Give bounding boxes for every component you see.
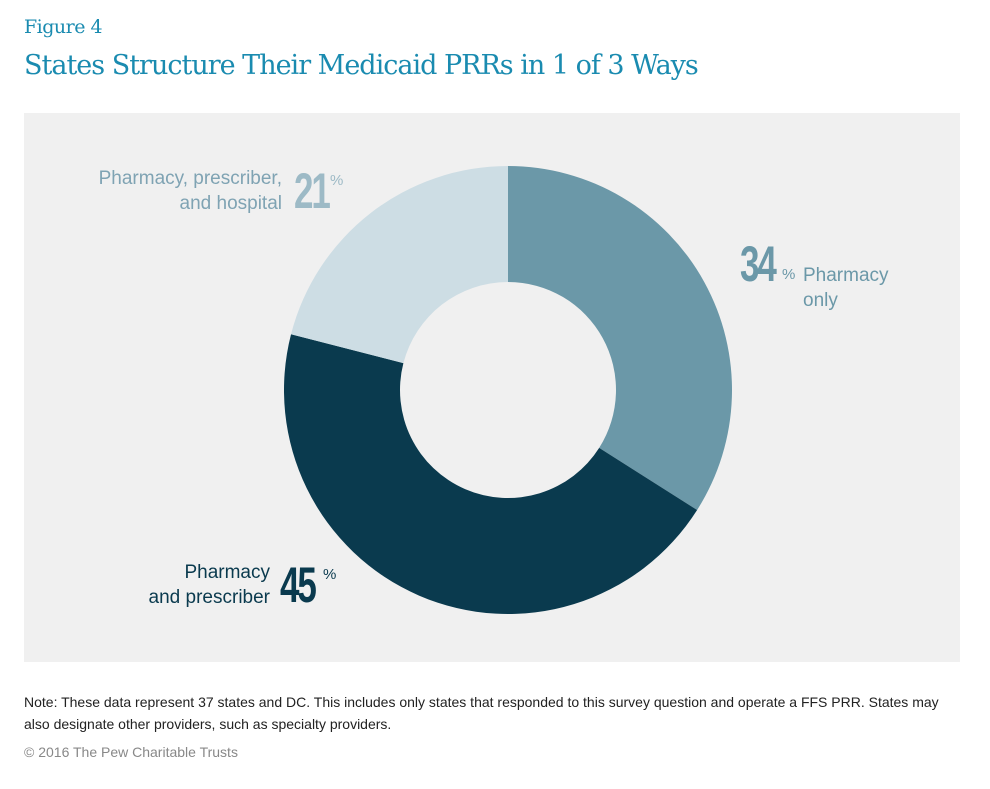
donut-slice-1	[284, 334, 698, 615]
figure-label: Figure 4	[24, 16, 103, 38]
label-pharmacy-prescriber: Pharmacy and prescriber	[100, 560, 270, 610]
label-line1: Pharmacy	[184, 562, 270, 583]
label-pharmacy-prescriber-hospital: Pharmacy, prescriber, and hospital	[60, 166, 282, 216]
label-line1: Pharmacy	[803, 265, 889, 286]
value-pharmacy-prescriber-hospital: 21	[294, 163, 331, 219]
chart-title: States Structure Their Medicaid PRRs in …	[24, 50, 699, 81]
note: Note: These data represent 37 states and…	[24, 694, 939, 732]
value-pharmacy-only: 34	[740, 236, 777, 292]
label-line2: only	[803, 290, 838, 311]
label-line2: and prescriber	[148, 587, 270, 608]
unit: %	[330, 172, 344, 189]
donut-slice-2	[291, 166, 508, 364]
unit: %	[323, 566, 337, 583]
unit: %	[782, 266, 796, 283]
value-pharmacy-prescriber: 45	[280, 557, 317, 613]
copyright: © 2016 The Pew Charitable Trusts	[24, 744, 238, 760]
label-line2: and hospital	[179, 193, 282, 214]
label-line1: Pharmacy, prescriber,	[98, 168, 282, 189]
donut-slice-0	[508, 166, 732, 511]
